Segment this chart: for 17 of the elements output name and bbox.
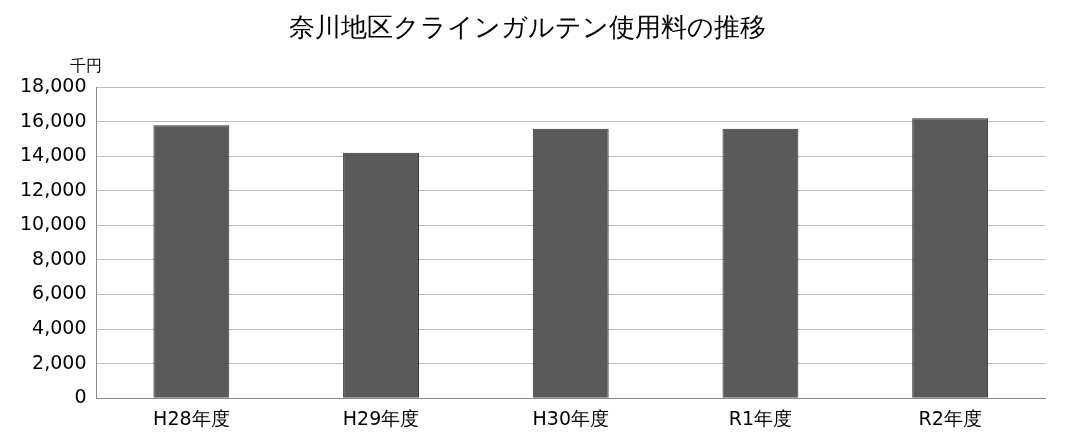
y-tick-label: 16,000	[20, 108, 87, 131]
x-tick-label: H29年度	[342, 406, 420, 429]
x-tick-label: R2年度	[918, 406, 982, 429]
y-tick-label: 8,000	[32, 246, 87, 269]
y-tick-label: 4,000	[32, 316, 87, 339]
y-axis-title: 千円	[70, 56, 103, 76]
x-tick-label: R1年度	[728, 406, 793, 429]
y-tick-label: 6,000	[32, 281, 87, 304]
y-tick-label: 10,000	[20, 212, 87, 235]
chart-title: 奈川地区クラインガルテン使用料の推移	[289, 12, 766, 43]
y-tick-label: 0	[74, 385, 87, 408]
x-tick-label: H28年度	[153, 406, 230, 429]
y-tick-label: 12,000	[20, 177, 87, 200]
y-tick-label: 14,000	[20, 143, 87, 166]
y-tick-label: 18,000	[20, 74, 87, 97]
x-tick-label: H30年度	[532, 406, 609, 429]
y-tick-label: 2,000	[32, 350, 87, 373]
